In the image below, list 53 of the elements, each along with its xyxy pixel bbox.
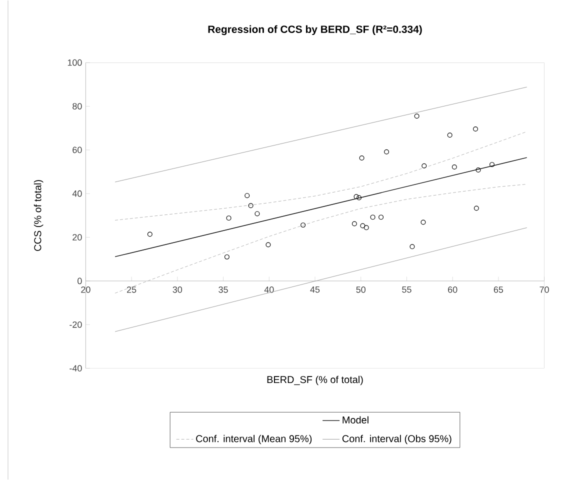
x-tick-label: 50 bbox=[356, 286, 366, 293]
point bbox=[364, 225, 369, 230]
point bbox=[300, 222, 306, 228]
x-axis-title: BERD_SF (% of total) bbox=[267, 376, 363, 386]
point bbox=[370, 214, 376, 220]
legend-label: Conf. interval (Obs 95%) bbox=[342, 434, 452, 444]
y-tick-label: 100 bbox=[68, 59, 82, 66]
point bbox=[452, 164, 457, 170]
point bbox=[244, 193, 250, 198]
point bbox=[356, 195, 362, 200]
y-tick-label: 0 bbox=[78, 278, 82, 284]
legend-label: Model bbox=[342, 416, 368, 424]
point bbox=[359, 156, 364, 161]
chart-title: Regression of CCS by BERD_SF (R²=0.334) bbox=[208, 25, 422, 36]
point bbox=[476, 168, 481, 173]
point bbox=[490, 162, 495, 168]
x-tick-label: 45 bbox=[310, 286, 320, 293]
point bbox=[447, 132, 452, 138]
y-axis-title: CCS (% of total) bbox=[34, 180, 44, 251]
x-tick-label: 65 bbox=[494, 286, 504, 293]
x-tick-label: 70 bbox=[540, 286, 549, 293]
x-tick-label: 40 bbox=[264, 286, 274, 293]
point bbox=[420, 220, 426, 225]
y-tick-label: 40 bbox=[72, 190, 82, 197]
point bbox=[226, 216, 232, 221]
point bbox=[474, 206, 479, 211]
y-tick-label: 80 bbox=[72, 103, 82, 110]
legend-label: Conf. interval (Mean 95%) bbox=[196, 434, 312, 444]
point bbox=[414, 114, 420, 119]
x-tick-label: 35 bbox=[218, 286, 228, 293]
point bbox=[354, 194, 359, 200]
line-series bbox=[114, 131, 528, 221]
point bbox=[352, 221, 357, 226]
x-tick-label: 60 bbox=[448, 286, 458, 293]
point bbox=[254, 211, 260, 216]
point bbox=[147, 232, 152, 237]
point bbox=[360, 223, 366, 228]
x-tick-label: 30 bbox=[172, 286, 182, 293]
x-tick-label: 20 bbox=[81, 286, 90, 293]
y-tick-label: -20 bbox=[70, 321, 82, 328]
point bbox=[410, 244, 415, 250]
point bbox=[224, 254, 230, 260]
point bbox=[378, 214, 384, 220]
point bbox=[384, 149, 390, 154]
x-tick-label: 25 bbox=[127, 286, 136, 293]
y-tick-label: 20 bbox=[72, 234, 82, 240]
y-tick-label: 60 bbox=[72, 146, 82, 154]
point bbox=[248, 203, 254, 208]
y-tick-label: -40 bbox=[70, 365, 82, 372]
point bbox=[422, 163, 427, 168]
x-tick-label: 55 bbox=[402, 286, 412, 293]
point bbox=[473, 126, 478, 132]
point bbox=[266, 242, 271, 248]
